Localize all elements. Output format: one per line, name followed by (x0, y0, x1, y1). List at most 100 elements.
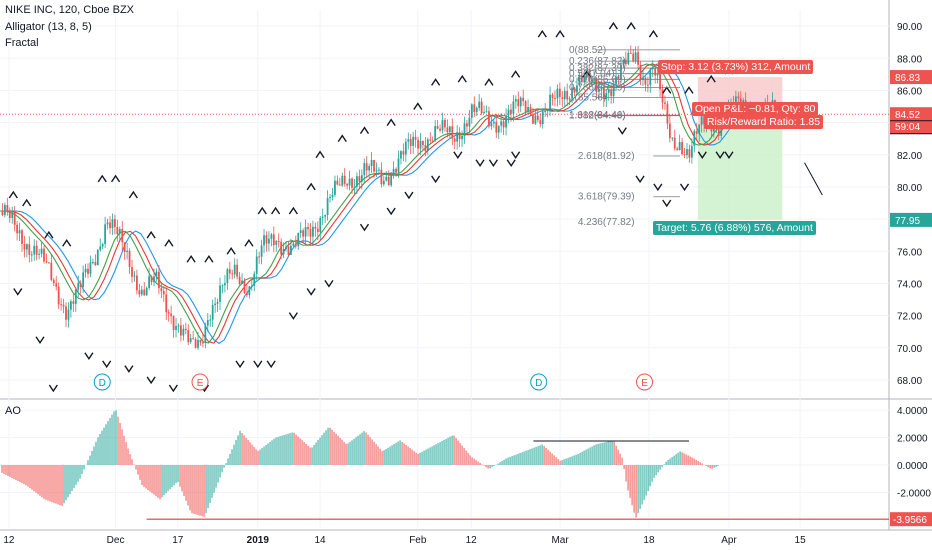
fractal-up-marker (431, 78, 441, 86)
candle-body (563, 90, 566, 100)
candle-body (292, 243, 295, 246)
fractal-up-marker (706, 74, 716, 83)
candle-body (649, 69, 652, 86)
candle-body (368, 166, 371, 171)
fractal-down-marker (431, 175, 441, 184)
candle-body (671, 137, 674, 139)
candle-body (101, 244, 104, 247)
candle-body (96, 250, 99, 266)
candle-body (50, 262, 53, 280)
candle-body (170, 313, 173, 316)
y-tick-label: 88.00 (897, 54, 922, 65)
candle-body (189, 338, 192, 343)
x-tick-label: 12 (3, 535, 15, 546)
candle-body (446, 127, 449, 133)
candle-body (490, 123, 493, 127)
y-tick-label: 82.00 (897, 151, 922, 162)
candle-body (502, 121, 505, 128)
candle-body (598, 88, 600, 92)
candle-body (370, 160, 373, 167)
candle-body (321, 216, 324, 218)
candle-body (202, 342, 204, 344)
y-tick-label: 72.00 (897, 312, 922, 323)
candle-body (277, 240, 280, 242)
candle-body (417, 139, 419, 149)
candle-body (67, 309, 70, 320)
fractal-up-marker (306, 182, 316, 191)
candle-body (136, 275, 138, 291)
fib-level-label: 1.382(84.43) (569, 111, 626, 122)
fib-level-label: 1(85.56) (569, 92, 606, 103)
candle-body (280, 241, 283, 255)
fractal-up-marker (582, 70, 592, 78)
fractal-down-marker (488, 159, 498, 168)
candle-body (111, 219, 114, 229)
candle-body (3, 205, 6, 216)
candle-body (314, 226, 317, 229)
x-tick-label: 2019 (247, 535, 270, 546)
candle-body (402, 151, 405, 155)
candle-body (309, 229, 312, 237)
candle-body (620, 64, 622, 80)
x-tick-label: Apr (721, 535, 737, 546)
fractal-up-marker (288, 206, 298, 215)
candle-body (615, 76, 617, 85)
candle-body (45, 261, 48, 263)
x-tick-label: Mar (551, 535, 569, 546)
candle-body (580, 74, 583, 83)
fractal-down-marker (13, 288, 23, 296)
candle-body (661, 89, 664, 103)
candle-body (734, 96, 737, 107)
candle-body (356, 176, 358, 187)
candle-body (387, 176, 390, 186)
candle-body (453, 138, 456, 142)
candle-body (138, 290, 141, 295)
fractal-up-marker (359, 126, 370, 135)
candle-body (246, 293, 248, 295)
price-axis-badge (890, 212, 932, 227)
candle-body (461, 135, 463, 140)
candle-body (52, 279, 55, 284)
x-tick-label: 14 (314, 535, 326, 546)
candle-body (324, 214, 327, 217)
candle-body (634, 52, 637, 62)
fractal-up-marker (164, 238, 174, 247)
fractal-down-marker (35, 336, 45, 344)
candle-body (192, 338, 195, 340)
candle-body (605, 92, 608, 100)
candle-body (209, 319, 212, 321)
candle-body (441, 120, 444, 131)
candle-body (510, 109, 512, 114)
fractal-down-marker (653, 183, 663, 192)
candle-body (622, 59, 625, 65)
candle-body (695, 131, 698, 134)
candle-body (158, 271, 160, 289)
candle-body (11, 212, 14, 219)
candle-body (505, 115, 507, 128)
candle-body (30, 254, 33, 256)
candle-body (717, 126, 720, 136)
candle-body (463, 123, 466, 136)
candle-body (659, 73, 661, 90)
candle-body (238, 276, 241, 284)
candle-body (424, 145, 427, 152)
symbol-title: NIKE INC, 120, Cboe BZX (5, 4, 134, 16)
fractal-down-marker (635, 175, 645, 184)
candle-body (148, 276, 151, 289)
candle-body (57, 286, 60, 305)
candle-body (131, 267, 133, 277)
candle-body (123, 242, 126, 252)
fractal-down-marker (306, 288, 316, 296)
candle-body (444, 120, 446, 128)
x-tick-label: 15 (795, 535, 807, 546)
candle-body (666, 103, 669, 124)
price-axis-badge-label: 77.95 (895, 216, 920, 227)
fractal-down-marker (715, 151, 725, 160)
candle-body (668, 123, 671, 138)
candle-body (514, 99, 517, 102)
y-tick-label: 90.00 (897, 22, 922, 33)
candle-body (62, 304, 65, 307)
candle-body (602, 87, 605, 100)
candle-body (165, 294, 168, 313)
